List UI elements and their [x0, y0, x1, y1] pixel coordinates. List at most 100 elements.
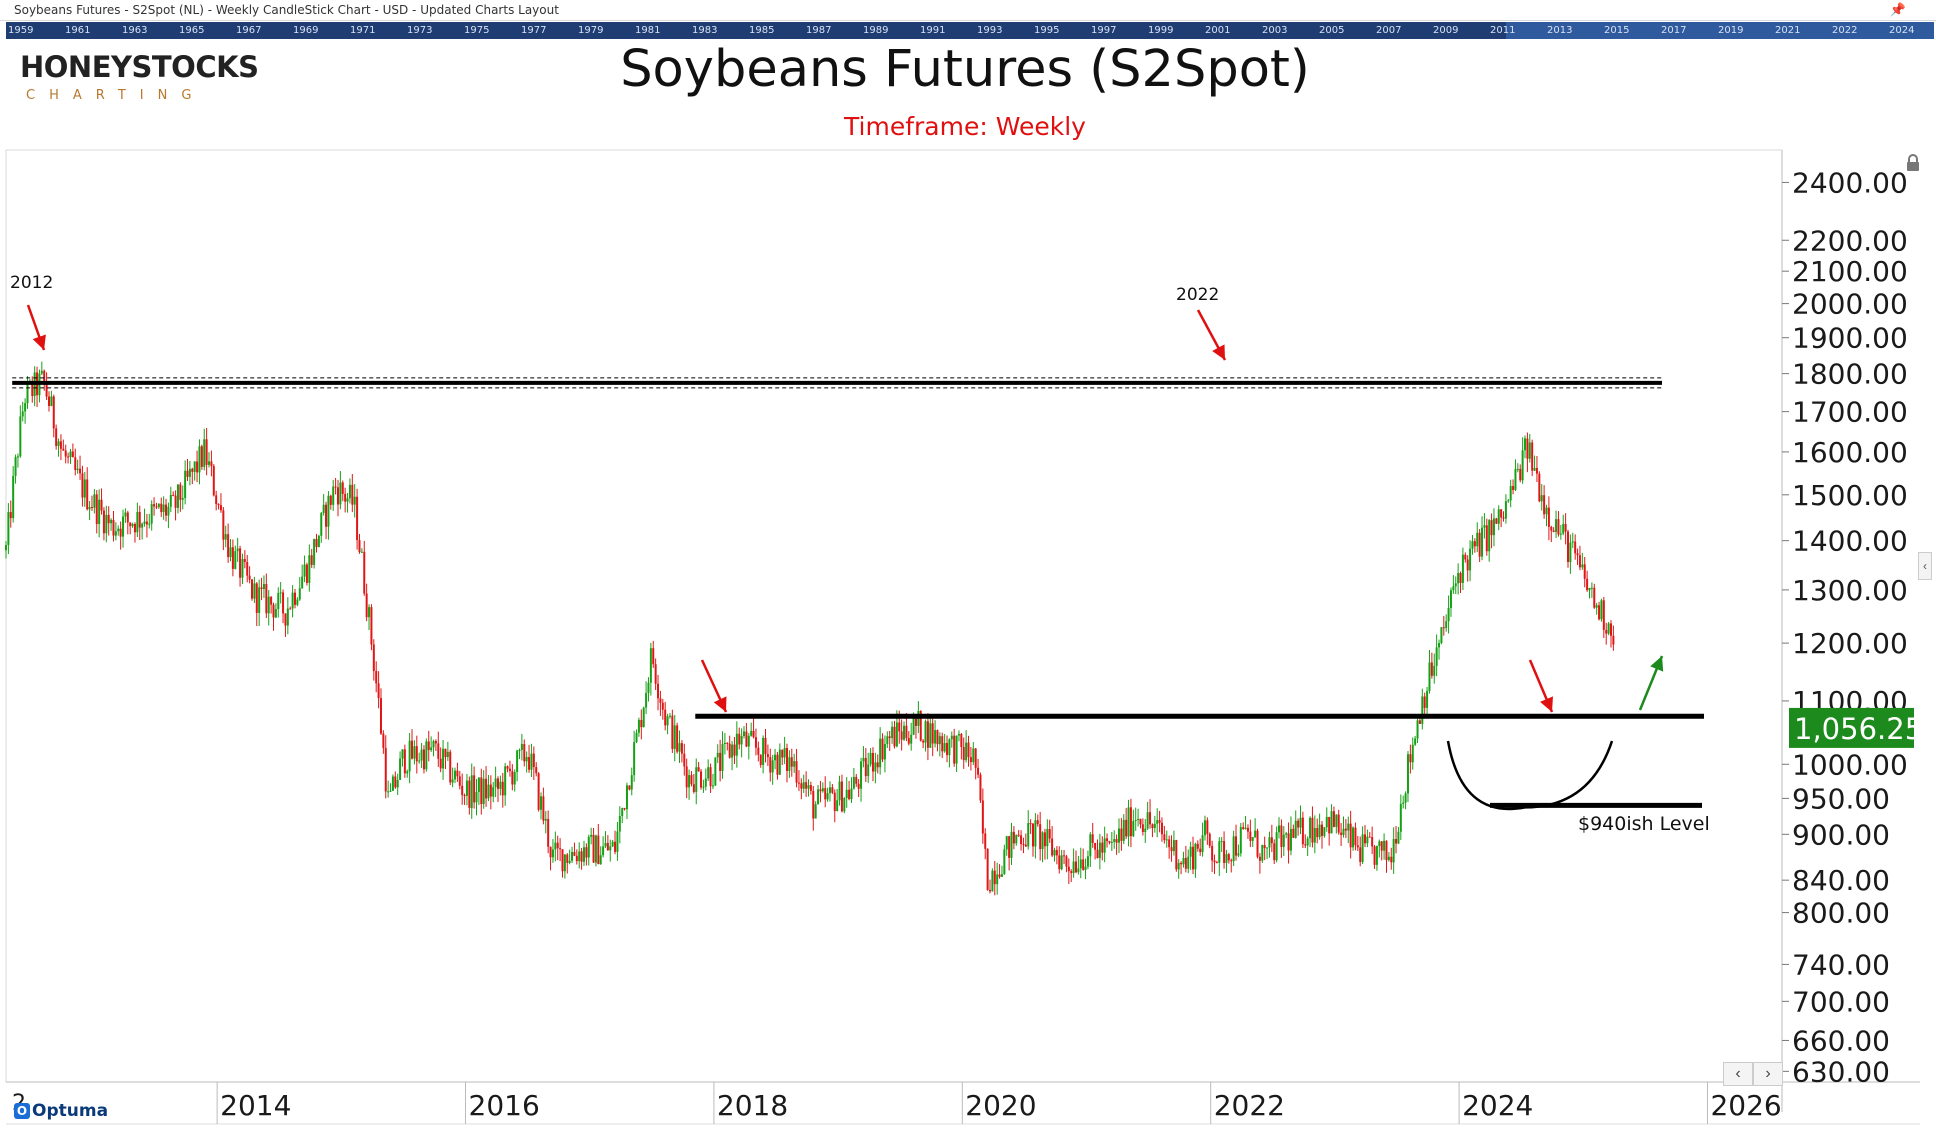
navigator-year[interactable]: 1979 — [578, 25, 604, 36]
candle-body — [1266, 847, 1269, 849]
navigator-year[interactable]: 1963 — [122, 25, 148, 36]
navigator-year[interactable]: 1991 — [920, 25, 946, 36]
candle-body — [155, 506, 158, 508]
candle-body — [1342, 828, 1345, 835]
scroll-left-button[interactable]: ‹ — [1723, 1062, 1753, 1086]
candle-body — [434, 741, 437, 744]
pin-icon[interactable]: 📌 — [1889, 2, 1906, 17]
candle-body — [1476, 532, 1479, 547]
navigator-year[interactable]: 1987 — [806, 25, 832, 36]
candle-body — [1051, 838, 1054, 856]
candle-body — [602, 846, 605, 856]
candle-body — [1426, 690, 1429, 708]
navigator-year[interactable]: 2021 — [1775, 25, 1801, 36]
navigator-year[interactable]: 1989 — [863, 25, 889, 36]
candle-body — [1149, 812, 1152, 825]
candle-body — [59, 441, 62, 449]
navigator-year[interactable]: 1967 — [236, 25, 262, 36]
y-tick-label: 2400.00 — [1792, 166, 1908, 199]
navigator-year[interactable]: 1975 — [464, 25, 490, 36]
candle-body — [1074, 861, 1077, 873]
candle-body — [497, 778, 500, 789]
navigator-year[interactable]: 1993 — [977, 25, 1003, 36]
candle-body — [1156, 820, 1159, 824]
candle-body — [594, 835, 597, 863]
candle-body — [1605, 629, 1608, 634]
candle-body — [1435, 647, 1438, 666]
candle-body — [176, 484, 179, 508]
candle-body — [774, 754, 777, 761]
candle-body — [752, 730, 755, 738]
candle-body — [167, 506, 170, 516]
candle-body — [105, 514, 108, 534]
candle-body — [888, 736, 891, 739]
candle-body — [413, 746, 416, 759]
date-navigator-strip[interactable]: 1959 1961 1963 1965 1967 1969 1971 1973 1975 1977… — [6, 22, 1934, 39]
navigator-year[interactable]: 2003 — [1262, 25, 1288, 36]
navigator-year[interactable]: 2001 — [1205, 25, 1231, 36]
navigator-year[interactable]: 1995 — [1034, 25, 1060, 36]
candle-body — [86, 479, 89, 510]
candle-body — [559, 848, 562, 850]
candle-body — [1165, 839, 1168, 841]
candle-body — [19, 416, 22, 457]
candle-body — [1526, 438, 1529, 459]
candle-body — [762, 737, 765, 765]
candle-body — [671, 715, 674, 749]
candle-body — [1555, 519, 1558, 532]
candle-body — [117, 528, 120, 532]
navigator-year[interactable]: 2022 — [1832, 25, 1858, 36]
candle-body — [883, 744, 886, 760]
candle-body — [14, 457, 17, 476]
side-panel-toggle[interactable]: ‹ — [1918, 552, 1932, 580]
candle-body — [1335, 814, 1338, 827]
candle-body — [1048, 829, 1051, 839]
navigator-year[interactable]: 2019 — [1718, 25, 1744, 36]
scroll-right-button[interactable]: › — [1753, 1062, 1783, 1086]
navigator-year[interactable]: 2015 — [1604, 25, 1630, 36]
navigator-year[interactable]: 2017 — [1661, 25, 1687, 36]
candle-body — [449, 751, 452, 783]
navigator-year[interactable]: 1969 — [293, 25, 319, 36]
candle-body — [535, 767, 538, 774]
navigator-year[interactable]: 2011 — [1490, 25, 1516, 36]
navigator-year[interactable]: 2007 — [1376, 25, 1402, 36]
navigator-year[interactable]: 1959 — [8, 25, 34, 36]
navigator-year[interactable]: 1961 — [65, 25, 91, 36]
candle-body — [1082, 859, 1085, 870]
navigator-year[interactable]: 1973 — [407, 25, 433, 36]
y-tick-label: 630.00 — [1792, 1055, 1890, 1088]
navigator-selection[interactable] — [1506, 22, 1934, 39]
navigator-year[interactable]: 1981 — [635, 25, 661, 36]
navigator-year[interactable]: 1983 — [692, 25, 718, 36]
lock-icon[interactable] — [1905, 154, 1921, 172]
navigator-year[interactable]: 1965 — [179, 25, 205, 36]
candle-body — [1139, 818, 1142, 825]
candle-body — [692, 784, 695, 792]
candle-body — [604, 842, 607, 847]
candle-body — [69, 451, 72, 457]
candle-body — [843, 798, 846, 812]
navigator-year[interactable]: 1977 — [521, 25, 547, 36]
candle-body — [186, 470, 189, 477]
navigator-year[interactable]: 1985 — [749, 25, 775, 36]
candle-body — [969, 757, 972, 763]
candle-body — [702, 786, 705, 788]
navigator-year[interactable]: 2013 — [1547, 25, 1573, 36]
navigator-year[interactable]: 2009 — [1433, 25, 1459, 36]
candle-body — [501, 781, 504, 796]
candle-body — [1285, 833, 1288, 835]
navigator-year[interactable]: 1999 — [1148, 25, 1174, 36]
navigator-year[interactable]: 1971 — [350, 25, 376, 36]
candle-body — [695, 767, 698, 792]
candle-body — [64, 450, 67, 457]
candle-body — [957, 733, 960, 736]
candle-body — [628, 785, 631, 790]
candle-body — [1598, 605, 1601, 620]
candle-body — [317, 535, 320, 547]
candle-body — [1504, 501, 1507, 519]
navigator-year[interactable]: 1997 — [1091, 25, 1117, 36]
navigator-year[interactable]: 2005 — [1319, 25, 1345, 36]
navigator-year[interactable]: 2024 — [1889, 25, 1915, 36]
